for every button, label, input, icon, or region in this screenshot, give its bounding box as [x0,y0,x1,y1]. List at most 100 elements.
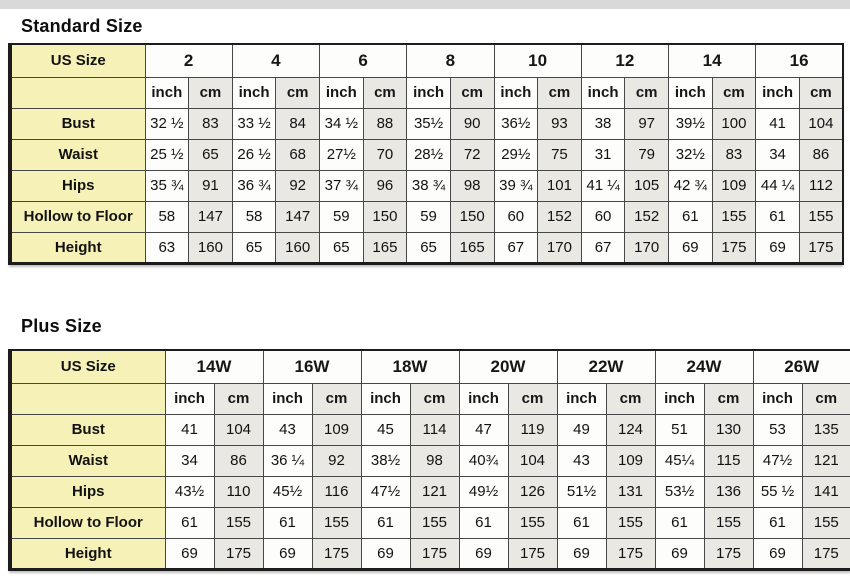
value-cell-inch: 35 ¾ [144,169,190,202]
unit-header-cm: cm [275,76,320,109]
size-header-row: US Size 2 4 6 8 10 12 14 16 [9,43,844,78]
value-cell-cm: 126 [507,475,558,508]
value-cell-inch: 35½ [406,107,451,140]
value-cell-inch: 34 [755,138,800,171]
unit-header-inch: inch [493,76,539,109]
unit-header-inch: inch [406,76,451,109]
value-cell-inch: 47 [458,413,509,446]
value-cell-cm: 83 [711,138,757,171]
measurement-row: Hollow to Floor 58 147 58 147 59 150 59 150 60 152… [9,200,844,233]
value-cell-cm: 116 [311,475,362,508]
value-cell-inch: 67 [580,231,626,264]
measurement-row: Height 63 160 65 160 65 165 65 165 67 170 67 170 69 17… [9,231,844,264]
value-cell-cm: 98 [449,169,495,202]
value-cell-cm: 109 [311,413,362,446]
value-cell-cm: 175 [213,537,264,570]
value-cell-inch: 34 ½ [319,107,364,140]
standard-size-title: Standard Size [21,16,143,36]
size-header: 22W [556,349,656,384]
us-size-corner-label: US Size [9,43,146,78]
measurement-row: Bust 32 ½ 83 33 ½ 84 34 ½ 88 35½ 90 36½ 93 38 97 39½ 1… [9,107,844,140]
value-cell-inch: 32½ [668,138,713,171]
value-cell-cm: 86 [213,444,264,477]
plus-size-table: US Size 14W 16W 18W 20W 22W 24W 26W inch cm inch cm… [8,349,850,571]
size-header: 4 [231,43,321,78]
unit-header-cm: cm [409,382,460,415]
unit-header-inch: inch [360,382,411,415]
unit-header-inch: inch [144,76,190,109]
value-cell-inch: 38 [580,107,626,140]
value-cell-inch: 34 [164,444,215,477]
row-label: Waist [9,138,146,171]
value-cell-inch: 45¼ [654,444,705,477]
size-header: 24W [654,349,754,384]
value-cell-cm: 155 [703,506,754,539]
value-cell-inch: 61 [755,200,800,233]
unit-header-cm: cm [449,76,495,109]
value-cell-cm: 72 [449,138,495,171]
measurement-row: Hips 43½ 110 45½ 116 47½ 121 49½ 126 51½ 131 53½ 136… [9,475,850,508]
value-cell-cm: 109 [711,169,757,202]
value-cell-cm: 165 [362,231,408,264]
value-cell-inch: 42 ¾ [668,169,713,202]
value-cell-inch: 36½ [493,107,539,140]
value-cell-inch: 45 [360,413,411,446]
measurement-row: Height 69 175 69 175 69 175 69 175 69 175 69 175 69 17… [9,537,850,570]
value-cell-cm: 175 [311,537,362,570]
value-cell-inch: 51 [654,413,705,446]
value-cell-cm: 98 [409,444,460,477]
unit-header-cm: cm [711,76,757,109]
value-cell-cm: 105 [624,169,669,202]
value-cell-inch: 47½ [752,444,803,477]
unit-header-cm: cm [188,76,233,109]
value-cell-cm: 160 [188,231,233,264]
unit-header-inch: inch [755,76,800,109]
value-cell-inch: 36 ¾ [231,169,277,202]
value-cell-inch: 41 ¼ [580,169,626,202]
value-cell-inch: 51½ [556,475,607,508]
value-cell-cm: 150 [449,200,495,233]
measurement-row: Bust 41 104 43 109 45 114 47 119 49 124 51 130 53 135 [9,413,850,446]
size-header: 8 [406,43,495,78]
value-cell-inch: 38 ¾ [406,169,451,202]
value-cell-cm: 152 [537,200,582,233]
value-cell-cm: 121 [801,444,850,477]
value-cell-cm: 175 [711,231,757,264]
value-cell-inch: 58 [231,200,277,233]
value-cell-inch: 32 ½ [144,107,190,140]
value-cell-cm: 155 [605,506,656,539]
value-cell-inch: 53 [752,413,803,446]
value-cell-inch: 38½ [360,444,411,477]
value-cell-inch: 61 [458,506,509,539]
measurement-row: Waist 34 86 36 ¼ 92 38½ 98 40¾ 104 43 109 45¼ 115 47½… [9,444,850,477]
value-cell-inch: 41 [755,107,800,140]
unit-header-cm: cm [801,382,850,415]
value-cell-inch: 39 ¾ [493,169,539,202]
value-cell-cm: 155 [507,506,558,539]
size-header: 12 [580,43,670,78]
value-cell-cm: 175 [507,537,558,570]
size-header: 6 [318,43,408,78]
unit-header-row: inch cm inch cm inch cm inch cm inch cm inch cm inch… [9,76,844,109]
value-cell-cm: 147 [275,200,320,233]
size-header: 16 [755,43,844,78]
unit-header-cm: cm [624,76,669,109]
value-cell-inch: 31 [580,138,626,171]
row-label: Height [9,537,166,570]
value-cell-inch: 39½ [668,107,713,140]
value-cell-inch: 58 [144,200,190,233]
value-cell-cm: 92 [275,169,320,202]
size-header: 26W [752,349,850,384]
value-cell-cm: 104 [798,107,844,140]
value-cell-inch: 59 [406,200,451,233]
value-cell-inch: 61 [164,506,215,539]
value-cell-cm: 68 [275,138,320,171]
size-header: 14 [667,43,757,78]
value-cell-inch: 45½ [262,475,313,508]
unit-header-inch: inch [556,382,607,415]
unit-header-cm: cm [311,382,362,415]
value-cell-inch: 69 [668,231,713,264]
value-cell-cm: 150 [362,200,408,233]
